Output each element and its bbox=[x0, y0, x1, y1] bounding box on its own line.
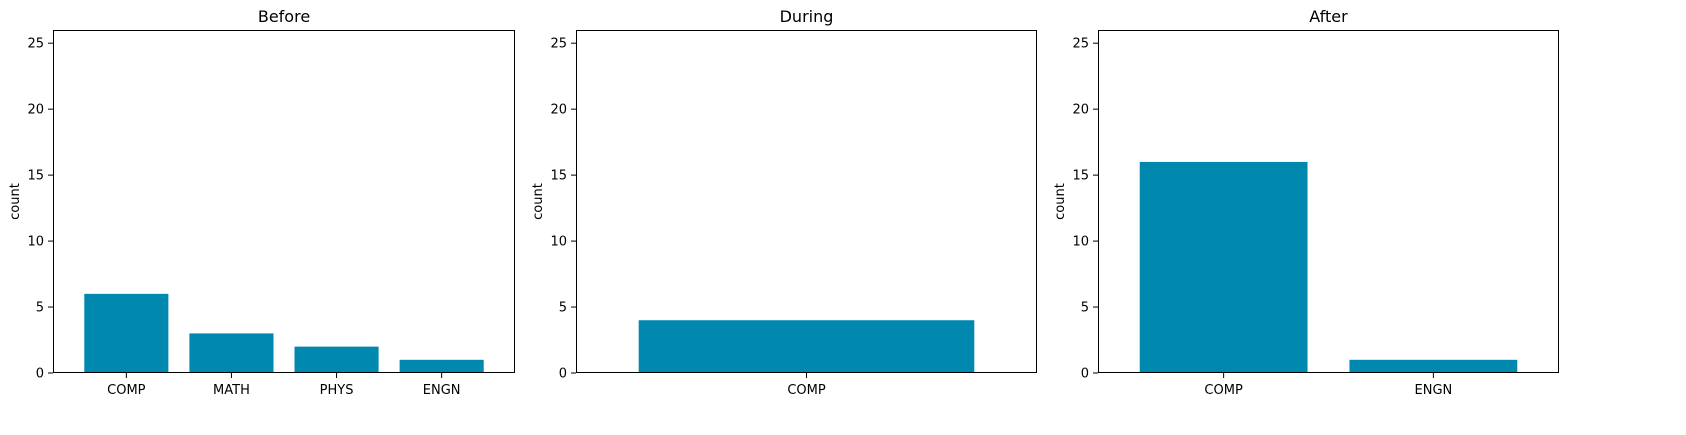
y-tick-label: 15 bbox=[550, 169, 567, 184]
y-tick-label: 25 bbox=[550, 37, 567, 52]
y-tick-label: 0 bbox=[1081, 367, 1089, 382]
y-tick-label: 15 bbox=[1072, 169, 1089, 184]
y-tick-label: 5 bbox=[1081, 301, 1089, 316]
y-tick-label: 20 bbox=[27, 103, 44, 118]
x-tick-label: MATH bbox=[213, 383, 250, 398]
y-ticks-group: 0 5 10 15 20 25 bbox=[1072, 37, 1098, 382]
panel-during: During count 0 5 10 15 20 25 COMP bbox=[531, 7, 1037, 398]
y-tick-label: 5 bbox=[36, 301, 44, 316]
bars-group bbox=[84, 293, 484, 373]
y-tick-label: 15 bbox=[27, 169, 44, 184]
x-tick-label: ENGN bbox=[1415, 383, 1453, 398]
axes-frame bbox=[53, 30, 515, 373]
y-tick-label: 0 bbox=[559, 367, 567, 382]
x-tick-label: COMP bbox=[1204, 383, 1243, 398]
y-tick-label: 5 bbox=[559, 301, 567, 316]
y-tick-label: 25 bbox=[1072, 37, 1089, 52]
panel-after: After count 0 5 10 15 20 25 COMP ENGN bbox=[1053, 7, 1559, 398]
bar-math bbox=[189, 333, 274, 373]
bar-phys bbox=[294, 346, 379, 373]
panel-title: During bbox=[780, 7, 834, 26]
axes-frame bbox=[576, 30, 1037, 373]
x-tick-label: PHYS bbox=[320, 383, 354, 398]
y-axis-label: count bbox=[1053, 183, 1068, 220]
y-tick-label: 10 bbox=[1072, 235, 1089, 250]
y-tick-label: 20 bbox=[1072, 103, 1089, 118]
axes-frame bbox=[1098, 30, 1559, 373]
y-tick-label: 20 bbox=[550, 103, 567, 118]
x-ticks-group: COMP bbox=[787, 373, 826, 398]
x-ticks-group: COMP ENGN bbox=[1204, 373, 1452, 398]
x-ticks-group: COMP MATH PHYS ENGN bbox=[107, 373, 461, 398]
y-axis-label: count bbox=[531, 183, 546, 220]
y-ticks-group: 0 5 10 15 20 25 bbox=[550, 37, 576, 382]
panel-title: Before bbox=[258, 7, 310, 26]
bar-comp bbox=[84, 293, 169, 373]
panel-title: After bbox=[1309, 7, 1348, 26]
x-tick-label: COMP bbox=[787, 383, 826, 398]
y-ticks-group: 0 5 10 15 20 25 bbox=[27, 37, 53, 382]
bar-comp bbox=[1139, 161, 1308, 373]
x-tick-label: COMP bbox=[107, 383, 146, 398]
y-axis-label: count bbox=[8, 183, 23, 220]
x-tick-label: ENGN bbox=[423, 383, 461, 398]
bars-group bbox=[638, 320, 975, 373]
bar-engn bbox=[1349, 359, 1518, 373]
panel-before: Before count 0 5 10 15 20 25 COMP MATH PHYS ENGN bbox=[8, 7, 515, 398]
bar-comp bbox=[638, 320, 975, 373]
y-tick-label: 0 bbox=[36, 367, 44, 382]
bars-group bbox=[1139, 161, 1518, 373]
bar-engn bbox=[399, 359, 484, 373]
y-tick-label: 10 bbox=[27, 235, 44, 250]
y-tick-label: 10 bbox=[550, 235, 567, 250]
y-tick-label: 25 bbox=[27, 37, 44, 52]
